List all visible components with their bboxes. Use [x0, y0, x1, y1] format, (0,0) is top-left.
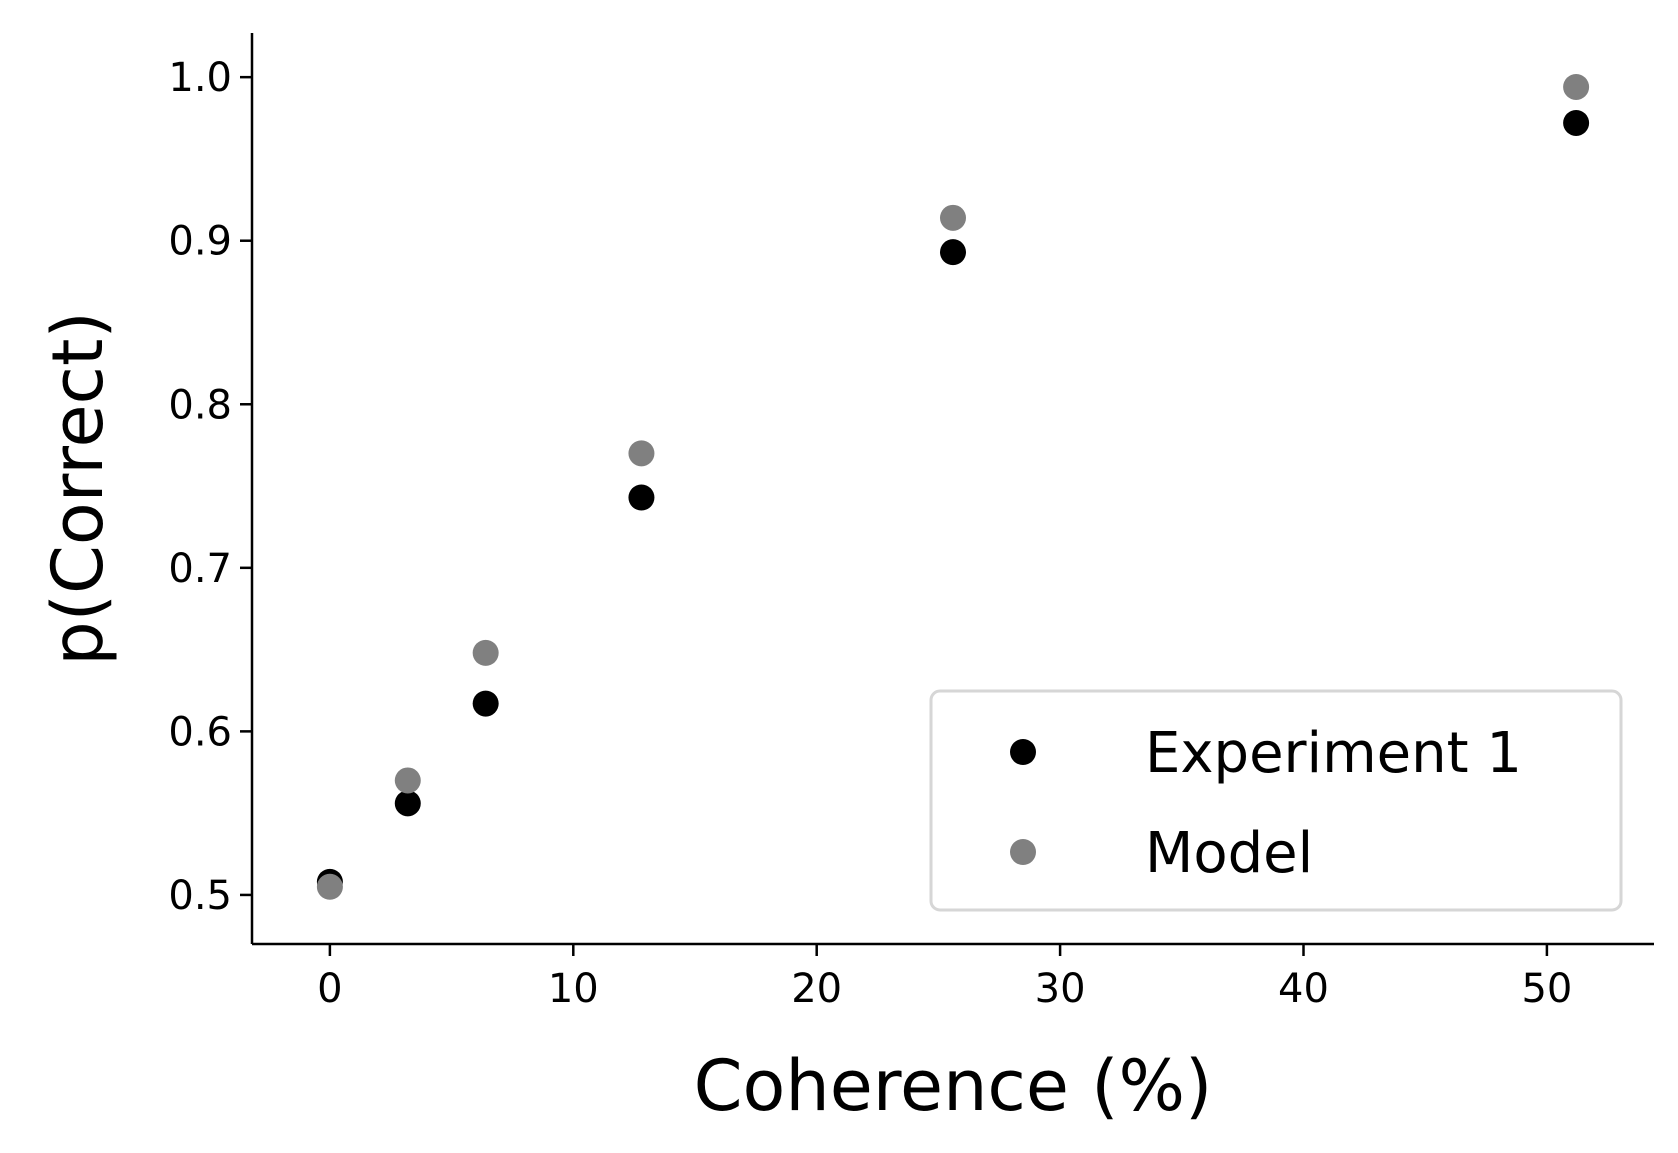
- y-tick-label: 1.0: [168, 55, 232, 101]
- data-point-experiment-1: [394, 790, 421, 817]
- data-point-experiment-1: [472, 690, 499, 717]
- data-point-experiment-1: [1563, 109, 1590, 136]
- data-point-model: [394, 767, 421, 794]
- legend-marker-experiment-1: [1010, 739, 1036, 765]
- x-tick-label: 40: [1278, 966, 1329, 1012]
- data-point-experiment-1: [628, 484, 655, 511]
- y-tick-label: 0.7: [168, 546, 232, 592]
- x-tick-label: 50: [1521, 966, 1572, 1012]
- legend-marker-model: [1010, 839, 1036, 865]
- legend: Experiment 1 Model: [929, 689, 1623, 912]
- y-tick-label: 0.5: [168, 873, 232, 919]
- x-axis-title: Coherence (%): [694, 1045, 1213, 1127]
- data-point-model: [940, 204, 966, 231]
- plot-area: 0 10 20 30 40 50 0.5 0.6 0.7 0.8 0.9 1.0: [168, 33, 1654, 1012]
- y-tick-label: 0.9: [168, 219, 232, 265]
- data-point-model: [1563, 73, 1590, 100]
- data-points: [316, 73, 1590, 900]
- x-ticks: 0 10 20 30 40 50: [317, 944, 1572, 1012]
- x-tick-label: 10: [548, 966, 599, 1012]
- data-point-experiment-1: [940, 239, 966, 266]
- y-axis-title: p(Correct): [37, 311, 119, 666]
- y-tick-label: 0.6: [168, 709, 232, 755]
- x-tick-label: 0: [317, 966, 342, 1012]
- legend-label-experiment-1: Experiment 1: [1145, 721, 1522, 786]
- data-point-model: [316, 873, 343, 900]
- data-point-model: [628, 440, 655, 467]
- legend-box: [929, 689, 1623, 912]
- x-tick-label: 20: [791, 966, 842, 1012]
- legend-label-model: Model: [1145, 821, 1313, 886]
- x-tick-label: 30: [1035, 966, 1086, 1012]
- y-tick-label: 0.8: [168, 382, 232, 428]
- y-ticks: 0.5 0.6 0.7 0.8 0.9 1.0: [168, 55, 252, 919]
- data-point-model: [472, 639, 499, 666]
